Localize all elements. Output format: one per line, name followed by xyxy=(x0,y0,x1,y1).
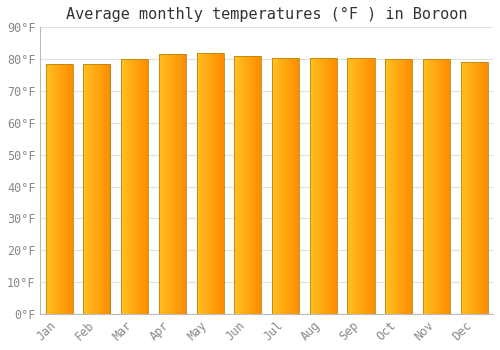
Bar xyxy=(310,57,337,314)
Bar xyxy=(272,57,299,314)
Bar xyxy=(196,53,224,314)
Bar xyxy=(348,57,374,314)
Bar xyxy=(460,62,488,314)
Bar xyxy=(234,56,262,314)
Bar xyxy=(423,59,450,314)
Bar xyxy=(159,54,186,314)
Bar xyxy=(385,59,412,314)
Bar xyxy=(84,64,110,314)
Title: Average monthly temperatures (°F ) in Boroon: Average monthly temperatures (°F ) in Bo… xyxy=(66,7,468,22)
Bar xyxy=(121,59,148,314)
Bar xyxy=(46,64,73,314)
